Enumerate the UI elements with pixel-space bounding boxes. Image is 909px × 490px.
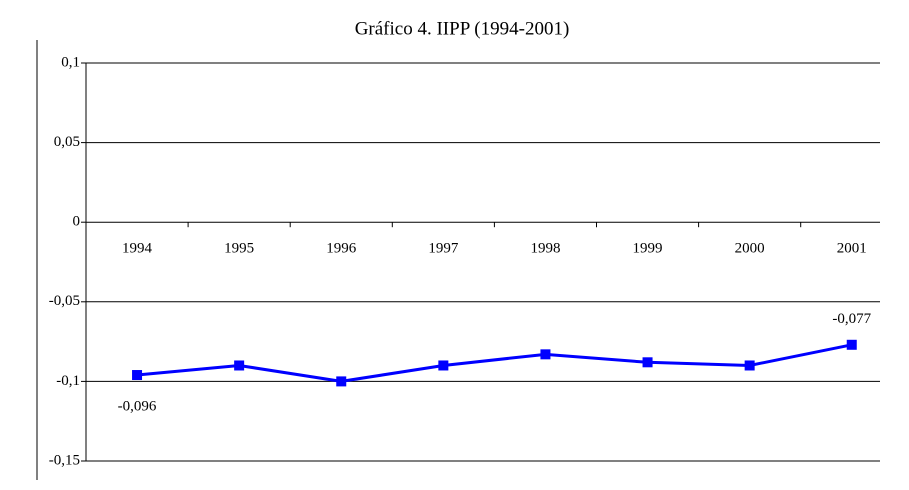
marker [132,370,143,381]
data-label: -0,096 [118,398,157,414]
marker [642,357,653,368]
x-tick-label: 2000 [735,241,765,257]
x-tick-label: 1994 [122,241,153,257]
marker [234,360,245,371]
x-tick-label: 1998 [530,241,560,257]
x-tick-label: 1995 [224,241,254,257]
data-label: -0,077 [832,311,871,327]
x-tick-label: 1999 [633,241,663,257]
x-tick-label: 1997 [428,241,459,257]
x-tick-label: 1996 [326,241,357,257]
y-tick-label: 0,1 [61,54,80,70]
y-tick-label: -0,15 [49,452,80,468]
y-tick-label: -0,05 [49,293,80,309]
data-line [136,343,853,383]
marker [744,360,755,371]
x-tick-label: 2001 [837,241,867,257]
y-tick-label: -0,1 [56,373,80,389]
marker [336,376,347,387]
marker [846,339,857,350]
marker [438,360,449,371]
y-tick-label: 0 [73,214,81,230]
chart-title: Gráfico 4. IIPP (1994-2001) [355,18,570,39]
marker [540,349,551,360]
y-tick-label: 0,05 [54,134,80,150]
